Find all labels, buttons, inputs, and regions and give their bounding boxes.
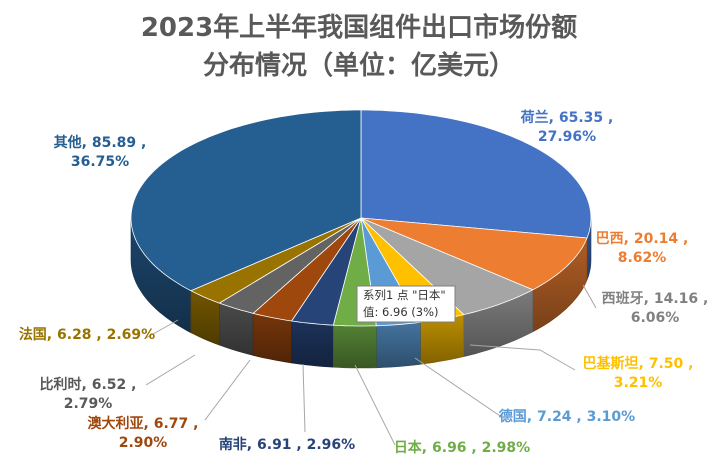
data-label-percent-西班牙: 6.06% (631, 310, 680, 326)
chart-title-line-2: 分布情况（单位：亿美元） (202, 51, 515, 81)
pie-side-shade (131, 218, 191, 333)
tooltip-line-1: 系列1 点 "日本" (363, 288, 446, 302)
pie-slice-巴西[interactable] (360, 217, 588, 291)
data-label-南非: 南非, 6.91 , 2.96% (219, 436, 355, 453)
pie-slice-西班牙[interactable] (360, 217, 534, 316)
data-label-percent-比利时: 2.79% (64, 396, 113, 412)
data-label-西班牙: 西班牙, 14.16 , (602, 290, 709, 307)
data-label-澳大利亚: 澳大利亚, 6.77 , (88, 415, 199, 432)
leader-line-南非 (302, 363, 306, 433)
tooltip: 系列1 点 "日本" 值: 6.96 (3%) (356, 285, 456, 323)
pie-side-shade (587, 218, 591, 280)
pie-side-shade (291, 321, 334, 368)
pie-side-shade (420, 314, 464, 365)
data-label-percent-澳大利亚: 2.90% (119, 435, 168, 451)
leader-line-西班牙 (582, 284, 597, 309)
data-label-日本: 日本, 6.96 , 2.98% (394, 439, 530, 456)
leader-line-澳大利亚 (204, 359, 251, 421)
pie-side-shade (463, 289, 533, 357)
leader-line-比利时 (145, 354, 196, 386)
pie-side-shade (190, 290, 220, 346)
data-label-percent-荷兰: 27.96% (538, 129, 596, 145)
leader-line-巴基斯坦 (469, 344, 576, 371)
leader-line-日本 (354, 364, 396, 446)
pie-slice-澳大利亚[interactable] (252, 217, 362, 322)
pie-slice-其他[interactable] (130, 109, 362, 292)
pie-side-shade (253, 313, 292, 363)
tooltip-line-2: 值: 6.96 (3%) (363, 305, 439, 319)
pie-slice-比利时[interactable] (218, 217, 362, 314)
pie-side-shade (376, 322, 421, 368)
data-label-percent-其他: 36.75% (71, 154, 129, 170)
leader-line-法国 (145, 319, 179, 339)
data-label-巴基斯坦: 巴基斯坦, 7.50 , (583, 355, 694, 372)
data-label-percent-巴西: 8.62% (618, 250, 667, 266)
pie-side-shade (333, 325, 377, 368)
data-label-巴西: 巴西, 20.14 , (596, 231, 689, 247)
data-label-法国: 法国, 6.28 , 2.69% (19, 326, 155, 343)
chart-title-line-1: 2023年上半年我国组件出口市场份额 (140, 13, 578, 43)
leader-line-德国 (414, 357, 504, 419)
pie-side-shade (219, 303, 254, 356)
data-label-比利时: 比利时, 6.52 , (40, 376, 137, 393)
data-label-percent-巴基斯坦: 3.21% (614, 375, 663, 391)
data-label-德国: 德国, 7.24 , 3.10% (499, 408, 635, 425)
data-label-荷兰: 荷兰, 65.35 , (520, 109, 614, 126)
pie-slice-南非[interactable] (290, 217, 362, 326)
pie-side-shade (532, 238, 587, 332)
tooltip-box (356, 285, 456, 323)
data-label-其他: 其他, 85.89 , (54, 134, 147, 151)
pie-slice-法国[interactable] (189, 217, 362, 304)
pie-slice-荷兰[interactable] (360, 109, 592, 239)
